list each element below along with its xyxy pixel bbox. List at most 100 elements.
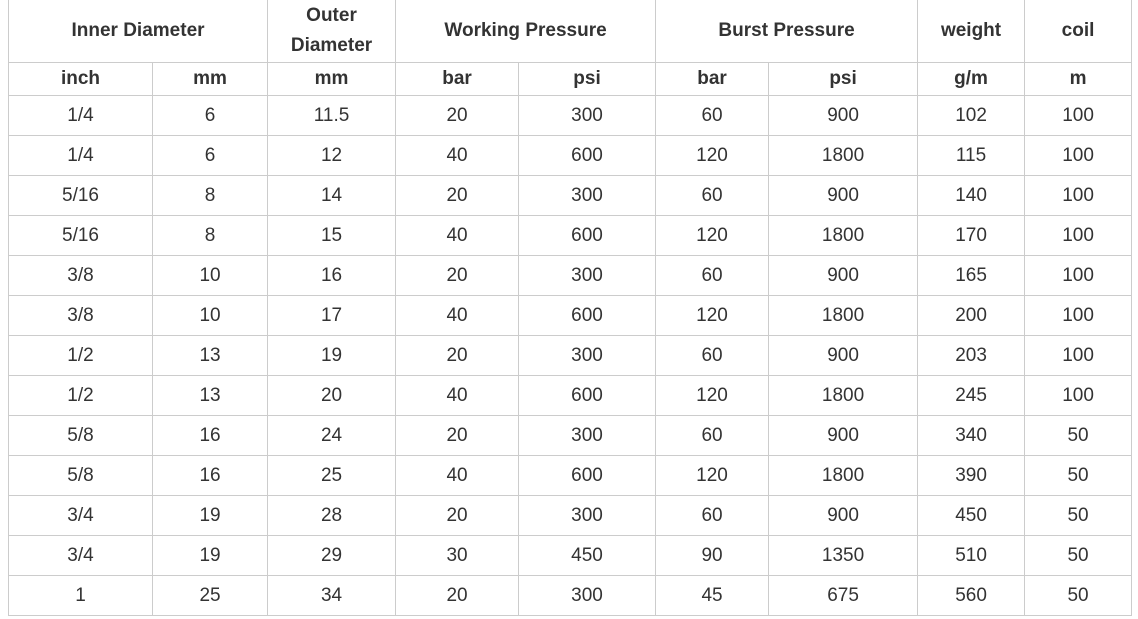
table-cell: 1800 xyxy=(768,455,919,496)
header-weight: weight xyxy=(917,0,1026,63)
table-cell: 1/2 xyxy=(8,335,153,376)
table-cell: 40 xyxy=(395,455,520,496)
table-cell: 20 xyxy=(395,255,520,296)
unit-header: psi xyxy=(768,62,919,96)
table-cell: 13 xyxy=(151,335,269,376)
table-cell: 390 xyxy=(917,455,1026,496)
table-cell: 900 xyxy=(768,255,919,296)
table-cell: 90 xyxy=(655,535,770,576)
table-cell: 8 xyxy=(151,215,269,256)
unit-header: mm xyxy=(267,62,397,96)
table-row: 5/16 8 15 40 600 120 1800 170 100 xyxy=(8,215,1133,256)
table-cell: 30 xyxy=(395,535,520,576)
table-cell: 600 xyxy=(518,375,657,416)
header-coil: coil xyxy=(1024,0,1133,63)
unit-header: g/m xyxy=(917,62,1026,96)
table-row: 3/4 19 28 20 300 60 900 450 50 xyxy=(8,495,1133,536)
table-cell: 1800 xyxy=(768,135,919,176)
table-cell: 50 xyxy=(1024,495,1133,536)
table-cell: 1800 xyxy=(768,215,919,256)
table-cell: 245 xyxy=(917,375,1026,416)
table-cell: 165 xyxy=(917,255,1026,296)
table-cell: 29 xyxy=(267,535,397,576)
table-cell: 450 xyxy=(917,495,1026,536)
table-cell: 12 xyxy=(267,135,397,176)
table-cell: 60 xyxy=(655,495,770,536)
table-cell: 20 xyxy=(267,375,397,416)
table-cell: 340 xyxy=(917,415,1026,456)
table-cell: 120 xyxy=(655,215,770,256)
table-cell: 25 xyxy=(151,575,269,616)
table-cell: 900 xyxy=(768,415,919,456)
table-cell: 120 xyxy=(655,455,770,496)
hose-spec-table: Inner Diameter Outer Diameter Working Pr… xyxy=(7,0,1133,616)
table-cell: 140 xyxy=(917,175,1026,216)
table-cell: 40 xyxy=(395,295,520,336)
header-outer-diameter: Outer Diameter xyxy=(267,0,397,63)
table-cell: 6 xyxy=(151,95,269,136)
table-cell: 300 xyxy=(518,335,657,376)
table-row: 3/8 10 16 20 300 60 900 165 100 xyxy=(8,255,1133,296)
table-cell: 1350 xyxy=(768,535,919,576)
table-cell: 120 xyxy=(655,135,770,176)
table-cell: 60 xyxy=(655,415,770,456)
table-cell: 115 xyxy=(917,135,1026,176)
table-cell: 600 xyxy=(518,215,657,256)
table-cell: 5/8 xyxy=(8,455,153,496)
table-cell: 600 xyxy=(518,295,657,336)
table-cell: 560 xyxy=(917,575,1026,616)
table-row: 1/2 13 19 20 300 60 900 203 100 xyxy=(8,335,1133,376)
table-cell: 50 xyxy=(1024,535,1133,576)
table-cell: 100 xyxy=(1024,255,1133,296)
table-row: 3/4 19 29 30 450 90 1350 510 50 xyxy=(8,535,1133,576)
table-row: 5/8 16 25 40 600 120 1800 390 50 xyxy=(8,455,1133,496)
table-cell: 1/4 xyxy=(8,95,153,136)
table-cell: 900 xyxy=(768,175,919,216)
table-cell: 100 xyxy=(1024,215,1133,256)
table-cell: 10 xyxy=(151,255,269,296)
table-cell: 900 xyxy=(768,495,919,536)
table-cell: 5/16 xyxy=(8,175,153,216)
table-cell: 510 xyxy=(917,535,1026,576)
table-cell: 3/8 xyxy=(8,255,153,296)
table-cell: 170 xyxy=(917,215,1026,256)
table-cell: 16 xyxy=(151,455,269,496)
table-row: 1/4 6 12 40 600 120 1800 115 100 xyxy=(8,135,1133,176)
table-cell: 20 xyxy=(395,415,520,456)
table-cell: 120 xyxy=(655,295,770,336)
unit-header: bar xyxy=(395,62,520,96)
table-cell: 3/8 xyxy=(8,295,153,336)
table-cell: 20 xyxy=(395,175,520,216)
table-cell: 900 xyxy=(768,335,919,376)
table-cell: 450 xyxy=(518,535,657,576)
unit-header: psi xyxy=(518,62,657,96)
table-cell: 60 xyxy=(655,255,770,296)
table-cell: 10 xyxy=(151,295,269,336)
table-cell: 203 xyxy=(917,335,1026,376)
table-cell: 11.5 xyxy=(267,95,397,136)
unit-header: bar xyxy=(655,62,770,96)
table-cell: 60 xyxy=(655,175,770,216)
header-working-pressure: Working Pressure xyxy=(395,0,657,63)
table-cell: 300 xyxy=(518,175,657,216)
table-cell: 100 xyxy=(1024,295,1133,336)
table-cell: 100 xyxy=(1024,95,1133,136)
header-group-row: Inner Diameter Outer Diameter Working Pr… xyxy=(7,0,1133,63)
table-cell: 100 xyxy=(1024,135,1133,176)
unit-header: mm xyxy=(151,62,269,96)
table-cell: 50 xyxy=(1024,415,1133,456)
table-cell: 300 xyxy=(518,495,657,536)
table-cell: 102 xyxy=(917,95,1026,136)
table-cell: 45 xyxy=(655,575,770,616)
table-cell: 19 xyxy=(151,495,269,536)
table-cell: 300 xyxy=(518,575,657,616)
table-cell: 300 xyxy=(518,415,657,456)
table-row: 1/4 6 11.5 20 300 60 900 102 100 xyxy=(8,95,1133,136)
table-row: 3/8 10 17 40 600 120 1800 200 100 xyxy=(8,295,1133,336)
table-cell: 13 xyxy=(151,375,269,416)
table-cell: 60 xyxy=(655,95,770,136)
unit-header: inch xyxy=(8,62,153,96)
table-cell: 300 xyxy=(518,95,657,136)
table-cell: 1/4 xyxy=(8,135,153,176)
table-cell: 1800 xyxy=(768,375,919,416)
